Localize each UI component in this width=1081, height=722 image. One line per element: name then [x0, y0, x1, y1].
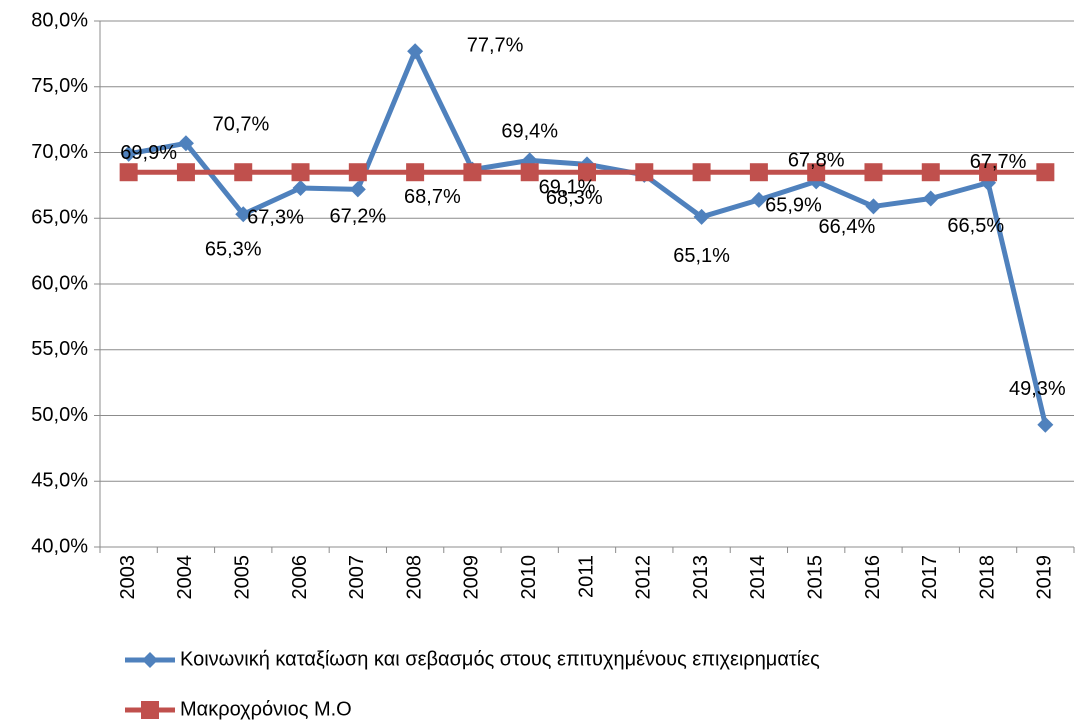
data-label: 66,4% [819, 216, 876, 238]
marker [234, 163, 253, 182]
marker [348, 163, 367, 182]
data-label: 77,7% [467, 35, 524, 57]
y-tick-label: 50,0% [31, 404, 88, 426]
marker [407, 43, 424, 60]
x-tick-label: 2008 [403, 555, 425, 600]
marker [922, 190, 939, 207]
marker [177, 135, 194, 152]
marker [520, 163, 539, 182]
x-tick-label: 2011 [575, 555, 597, 598]
marker [578, 163, 596, 182]
legend-marker [142, 652, 158, 668]
y-tick-label: 40,0% [31, 535, 88, 557]
y-tick-label: 55,0% [31, 338, 88, 360]
marker [291, 163, 310, 182]
marker [120, 145, 137, 162]
y-tick-label: 65,0% [31, 207, 88, 229]
marker [1037, 416, 1054, 433]
series-line [128, 48, 1048, 426]
data-label: 67,7% [970, 151, 1027, 173]
x-tick-label: 2013 [690, 555, 712, 600]
legend-label: Μακροχρόνιος Μ.Ο [180, 698, 352, 720]
marker [749, 163, 768, 182]
x-tick-label: 2016 [862, 555, 884, 600]
marker [864, 163, 883, 182]
x-tick-label: 2014 [747, 555, 769, 600]
marker [635, 163, 654, 182]
data-label: 67,3% [247, 206, 304, 228]
data-label: 65,1% [673, 245, 730, 267]
marker [979, 163, 998, 182]
marker [1036, 163, 1055, 182]
marker [119, 163, 138, 182]
data-label: 65,3% [205, 239, 262, 261]
marker [292, 180, 309, 197]
x-tick-label: 2017 [919, 555, 941, 600]
data-label: 70,7% [213, 114, 270, 136]
marker [693, 208, 710, 225]
x-tick-label: 2015 [804, 555, 826, 600]
y-tick-label: 45,0% [31, 470, 88, 492]
x-tick-label: 2012 [633, 555, 655, 600]
data-label: 69,1% [539, 177, 596, 199]
x-tick-label: 2006 [289, 555, 311, 600]
y-tick-label: 70,0% [31, 141, 88, 163]
data-label: 69,9% [120, 142, 177, 164]
x-tick-label: 2009 [461, 555, 483, 600]
data-label: 66,5% [947, 215, 1004, 237]
legend-marker [141, 701, 159, 719]
marker [235, 206, 252, 223]
data-label: 69,4% [501, 121, 558, 143]
y-tick-label: 75,0% [31, 75, 88, 97]
x-tick-label: 2018 [976, 555, 998, 600]
x-tick-label: 2010 [518, 555, 540, 600]
data-label: 67,8% [788, 150, 845, 172]
x-tick-label: 2007 [346, 555, 368, 600]
marker [406, 163, 425, 182]
marker [463, 163, 482, 182]
marker [865, 198, 882, 215]
marker [921, 163, 940, 182]
data-label: 68,7% [404, 186, 461, 208]
legend-label: Κοινωνική καταξίωση και σεβασμός στους ε… [180, 648, 820, 670]
x-tick-label: 2019 [1034, 555, 1056, 600]
data-label: 68,3% [546, 187, 603, 209]
x-tick-label: 2004 [174, 555, 196, 600]
data-label: 67,2% [329, 206, 386, 228]
y-tick-label: 80,0% [31, 9, 88, 31]
marker [750, 191, 767, 208]
x-tick-label: 2003 [117, 555, 139, 600]
data-label: 65,9% [765, 195, 822, 217]
marker [176, 163, 195, 182]
marker [692, 163, 711, 182]
data-label: 49,3% [1009, 378, 1066, 400]
x-tick-label: 2005 [232, 555, 254, 600]
marker [349, 181, 366, 198]
marker [807, 163, 826, 182]
y-tick-label: 60,0% [31, 272, 88, 294]
